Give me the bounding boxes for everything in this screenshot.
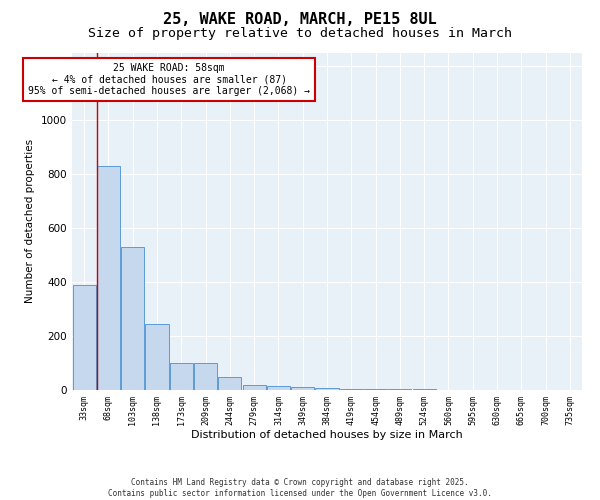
Bar — [121, 247, 144, 390]
Bar — [170, 363, 193, 390]
Bar — [145, 324, 169, 390]
Text: Contains HM Land Registry data © Crown copyright and database right 2025.
Contai: Contains HM Land Registry data © Crown c… — [108, 478, 492, 498]
Bar — [218, 376, 241, 390]
Text: 25 WAKE ROAD: 58sqm
← 4% of detached houses are smaller (87)
95% of semi-detache: 25 WAKE ROAD: 58sqm ← 4% of detached hou… — [28, 64, 310, 96]
Text: 25, WAKE ROAD, MARCH, PE15 8UL: 25, WAKE ROAD, MARCH, PE15 8UL — [163, 12, 437, 28]
Bar — [267, 386, 290, 390]
Bar — [242, 384, 266, 390]
X-axis label: Distribution of detached houses by size in March: Distribution of detached houses by size … — [191, 430, 463, 440]
Bar — [340, 388, 363, 390]
Bar — [73, 284, 95, 390]
Bar — [194, 363, 217, 390]
Bar — [291, 388, 314, 390]
Y-axis label: Number of detached properties: Number of detached properties — [25, 139, 35, 304]
Text: Size of property relative to detached houses in March: Size of property relative to detached ho… — [88, 28, 512, 40]
Bar — [364, 389, 387, 390]
Bar — [316, 388, 338, 390]
Bar — [97, 166, 120, 390]
